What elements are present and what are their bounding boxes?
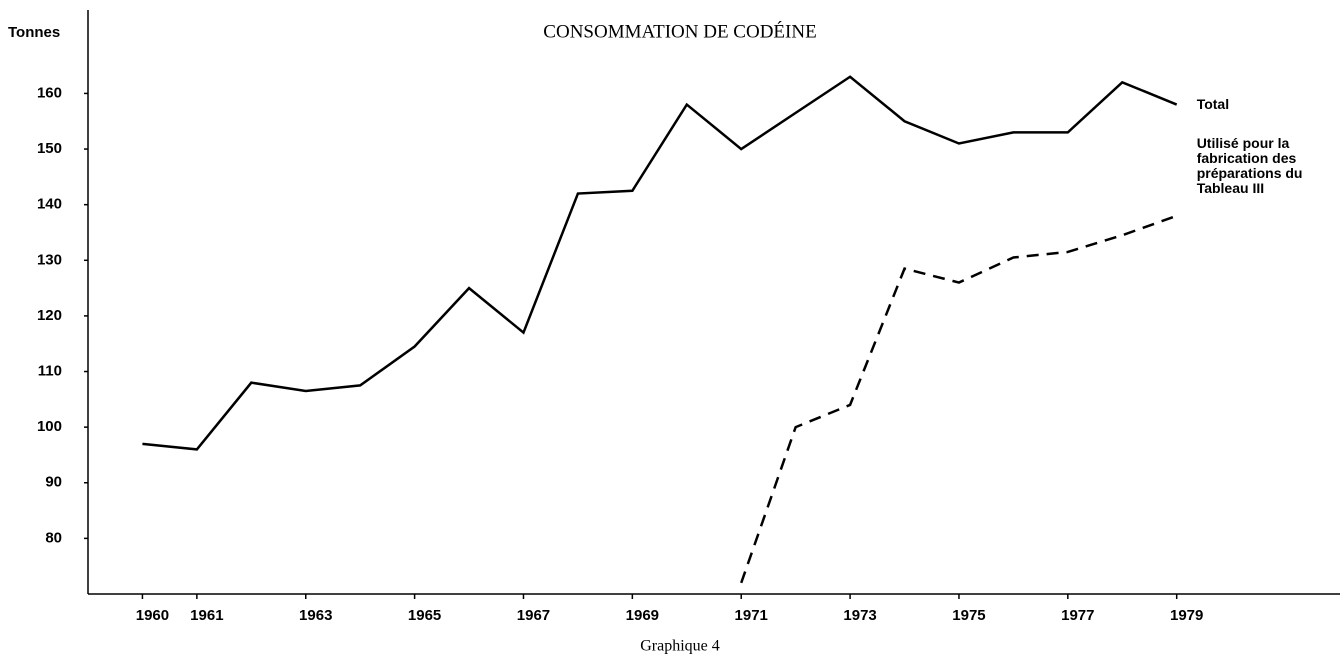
y-tick-label: 140 bbox=[37, 196, 62, 213]
x-tick-label: 1971 bbox=[735, 607, 768, 624]
x-tick-label: 1960 bbox=[136, 607, 169, 624]
series-line bbox=[740, 214, 1178, 584]
x-tick-label: 1969 bbox=[626, 607, 659, 624]
x-tick-label: 1963 bbox=[299, 607, 332, 624]
y-tick-label: 160 bbox=[37, 84, 62, 101]
series-label: Utilisé pour la fabrication des préparat… bbox=[1196, 134, 1303, 196]
y-tick-label: 130 bbox=[37, 251, 62, 268]
x-tick-label: 1967 bbox=[517, 607, 550, 624]
chart-title: CONSOMMATION DE CODÉINE bbox=[543, 20, 816, 42]
y-tick-label: 120 bbox=[37, 307, 62, 324]
y-axis-label: Tonnes bbox=[8, 24, 60, 41]
x-tick-label: 1973 bbox=[843, 607, 876, 624]
caption: Graphique 4 bbox=[640, 638, 720, 655]
x-tick-label: 1979 bbox=[1170, 607, 1203, 624]
y-tick-label: 100 bbox=[37, 418, 62, 435]
series-label: Total bbox=[1196, 95, 1230, 112]
y-tick-label: 150 bbox=[37, 140, 62, 157]
x-tick-label: 1965 bbox=[408, 607, 441, 624]
series-line bbox=[142, 75, 1178, 451]
x-tick-label: 1977 bbox=[1061, 607, 1094, 624]
y-tick-label: 90 bbox=[45, 474, 62, 491]
x-tick-label: 1961 bbox=[190, 607, 223, 624]
x-tick-label: 1975 bbox=[952, 607, 985, 624]
y-tick-label: 110 bbox=[38, 362, 62, 379]
y-tick-label: 80 bbox=[45, 529, 62, 546]
